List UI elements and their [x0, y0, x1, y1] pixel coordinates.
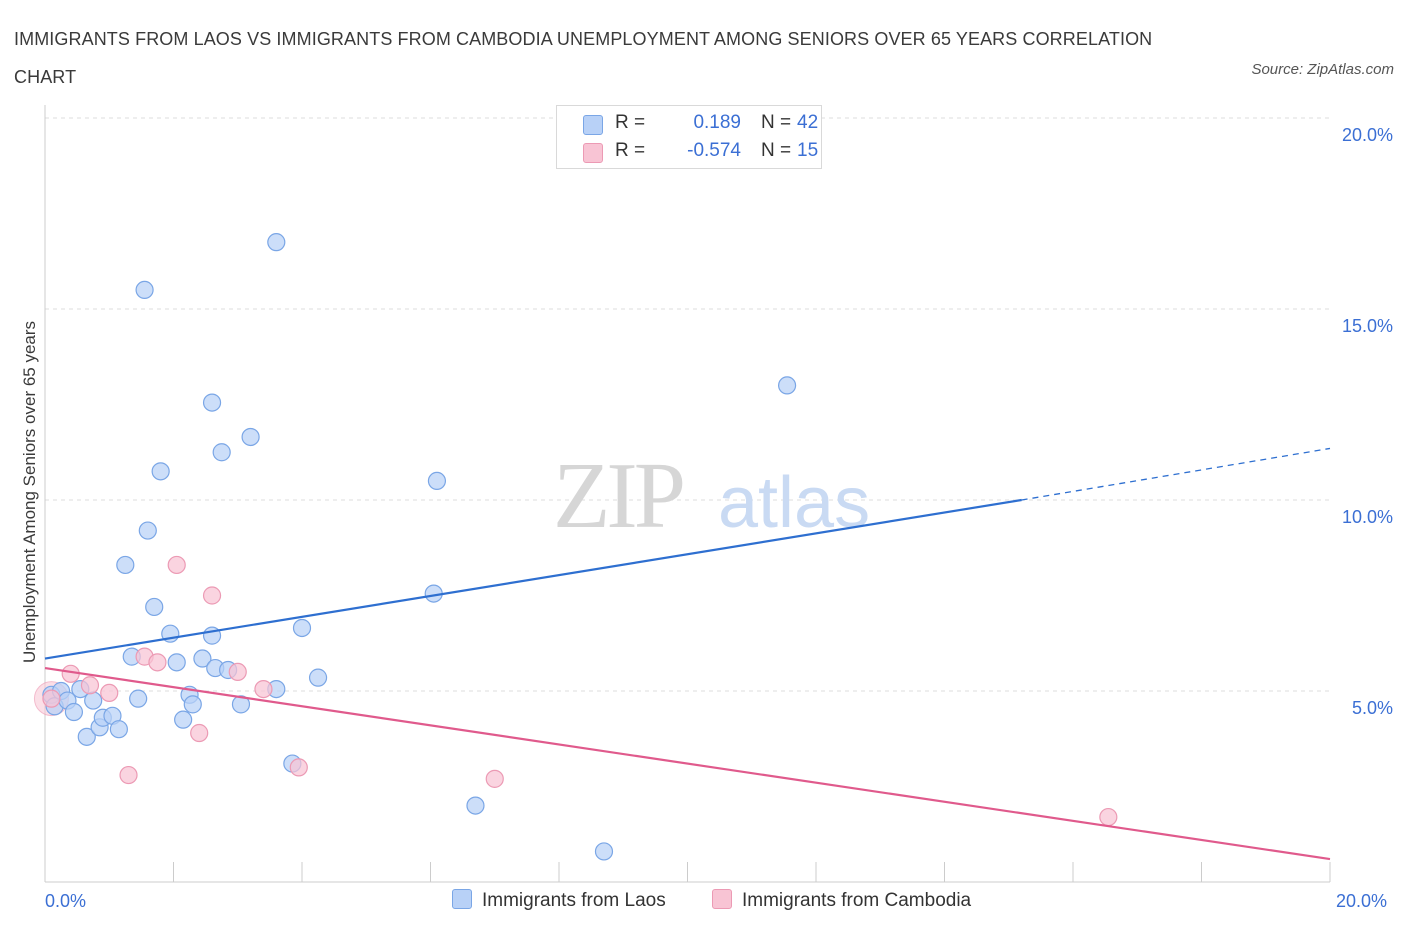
legend-swatch-laos [583, 115, 603, 135]
legend-r-label: R = [615, 140, 646, 161]
watermark: ZIP atlas [553, 444, 870, 548]
cambodia-point [42, 689, 61, 708]
laos-point [116, 555, 135, 575]
laos-point [174, 710, 193, 729]
laos-point [212, 443, 231, 462]
y-axis-title: Unemployment Among Seniors over 65 years [20, 320, 39, 664]
laos-point [193, 649, 212, 668]
y-tick-label: 15.0% [1342, 316, 1393, 336]
points-layer [33, 233, 1118, 861]
laos-point [145, 597, 164, 617]
laos-point [109, 720, 128, 739]
laos-point [183, 695, 202, 714]
laos-trend-extension [1021, 447, 1331, 501]
laos-point [777, 376, 797, 395]
legend-n-value-cambodia: 15 [797, 140, 819, 161]
correlation-legend: R = 0.189 N = 42 R = -0.574 N = 15 [556, 105, 822, 169]
x-tick-label-min: 0.0% [45, 891, 87, 911]
laos-point [594, 842, 614, 861]
cambodia-point [254, 679, 273, 699]
legend-r-value-laos: 0.189 [693, 112, 741, 133]
cambodia-point [80, 676, 100, 695]
cambodia-point [148, 653, 167, 672]
legend-r-value-cambodia: -0.574 [687, 140, 741, 161]
cambodia-point [190, 723, 209, 743]
y-tick-label: 5.0% [1352, 698, 1393, 718]
laos-trend-line [44, 498, 1022, 660]
tick-label-layer: 5.0% 10.0% 15.0% 20.0% [1342, 125, 1393, 718]
bottom-legend-swatch-cambodia [712, 889, 732, 909]
source-label: Source: ZipAtlas.com [1251, 61, 1394, 78]
bottom-legend-swatch-laos [452, 889, 472, 909]
laos-point [151, 462, 170, 481]
laos-point [267, 233, 286, 252]
trend-layer [44, 447, 1331, 861]
cambodia-point [485, 769, 504, 788]
laos-point [84, 691, 103, 710]
legend-r-label: R = [615, 112, 646, 133]
y-tick-label: 20.0% [1342, 125, 1393, 145]
laos-point [77, 727, 96, 746]
cambodia-point [289, 758, 308, 777]
cambodia-point [202, 586, 222, 605]
laos-point [427, 471, 447, 490]
legend-n-label: N = [761, 112, 792, 133]
axis-layer [44, 105, 1331, 883]
chart-title: IMMIGRANTS FROM LAOS VS IMMIGRANTS FROM … [14, 29, 1153, 87]
laos-point [167, 653, 186, 672]
laos-point [231, 695, 251, 714]
bottom-legend-label-cambodia: Immigrants from Cambodia [742, 890, 972, 911]
bottom-legend-label-laos: Immigrants from Laos [482, 890, 666, 911]
bottom-legend-laos: Immigrants from Laos [452, 889, 666, 912]
laos-point [135, 280, 154, 299]
legend-swatch-cambodia [583, 143, 603, 163]
cambodia-trend-line [44, 666, 1331, 861]
laos-point [241, 427, 260, 447]
laos-point [129, 689, 148, 708]
laos-point [64, 702, 84, 722]
grid-layer [45, 117, 1330, 692]
x-tick-label-max: 20.0% [1336, 891, 1388, 911]
laos-point [466, 796, 485, 815]
cambodia-point [167, 555, 186, 575]
cambodia-point [1099, 807, 1118, 827]
cambodia-point [228, 662, 247, 682]
legend-n-value-laos: 42 [797, 112, 819, 133]
cambodia-point [100, 683, 119, 703]
bottom-legend-cambodia: Immigrants from Cambodia [712, 889, 971, 912]
watermark-zip: ZIP [553, 444, 683, 548]
laos-point [202, 393, 222, 412]
watermark-atlas: atlas [718, 463, 870, 543]
laos-point [138, 521, 157, 540]
laos-point [292, 618, 312, 638]
laos-point [308, 668, 328, 687]
legend-n-label: N = [761, 140, 792, 161]
cambodia-point [119, 765, 138, 785]
y-tick-label: 10.0% [1342, 507, 1393, 527]
